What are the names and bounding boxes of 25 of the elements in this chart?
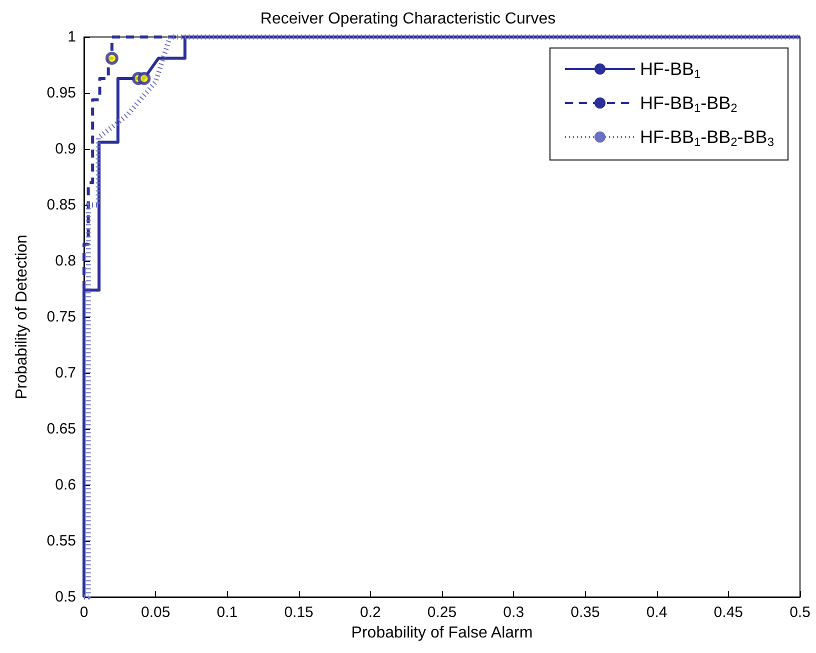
x-tick-label: 0 bbox=[80, 604, 88, 621]
y-tick-label: 0.55 bbox=[46, 532, 76, 550]
x-tick-label: 0.3 bbox=[503, 604, 524, 621]
x-tick-label: 0.4 bbox=[646, 604, 668, 621]
x-tick-label: 0.25 bbox=[427, 604, 457, 621]
y-tick-label: 0.7 bbox=[55, 364, 76, 382]
y-tick-label: 0.9 bbox=[55, 140, 76, 158]
x-tick-label: 0.1 bbox=[216, 604, 238, 621]
y-tick-label: 0.75 bbox=[46, 308, 76, 326]
y-tick-label: 0.8 bbox=[55, 252, 76, 270]
y-tick-label: 1 bbox=[68, 28, 76, 46]
y-tick-label: 0.95 bbox=[46, 84, 76, 102]
x-axis-title: Probability of False Alarm bbox=[351, 624, 533, 642]
x-tick-label: 0.5 bbox=[790, 604, 810, 621]
y-axis-title: Probability of Detection bbox=[14, 234, 30, 400]
y-tick-label: 0.5 bbox=[55, 588, 76, 606]
y-tick-label: 0.6 bbox=[55, 476, 76, 494]
chart-title: Receiver Operating Characteristic Curves bbox=[260, 10, 556, 28]
x-tick-label: 0.15 bbox=[284, 604, 314, 621]
x-tick-label: 0.35 bbox=[570, 604, 600, 621]
x-tick-label: 0.45 bbox=[714, 604, 743, 621]
x-tick-label: 0.2 bbox=[360, 604, 381, 621]
x-tick-label: 0.05 bbox=[141, 604, 170, 621]
y-tick-label: 0.65 bbox=[46, 420, 76, 438]
y-tick-label: 0.85 bbox=[46, 196, 76, 214]
